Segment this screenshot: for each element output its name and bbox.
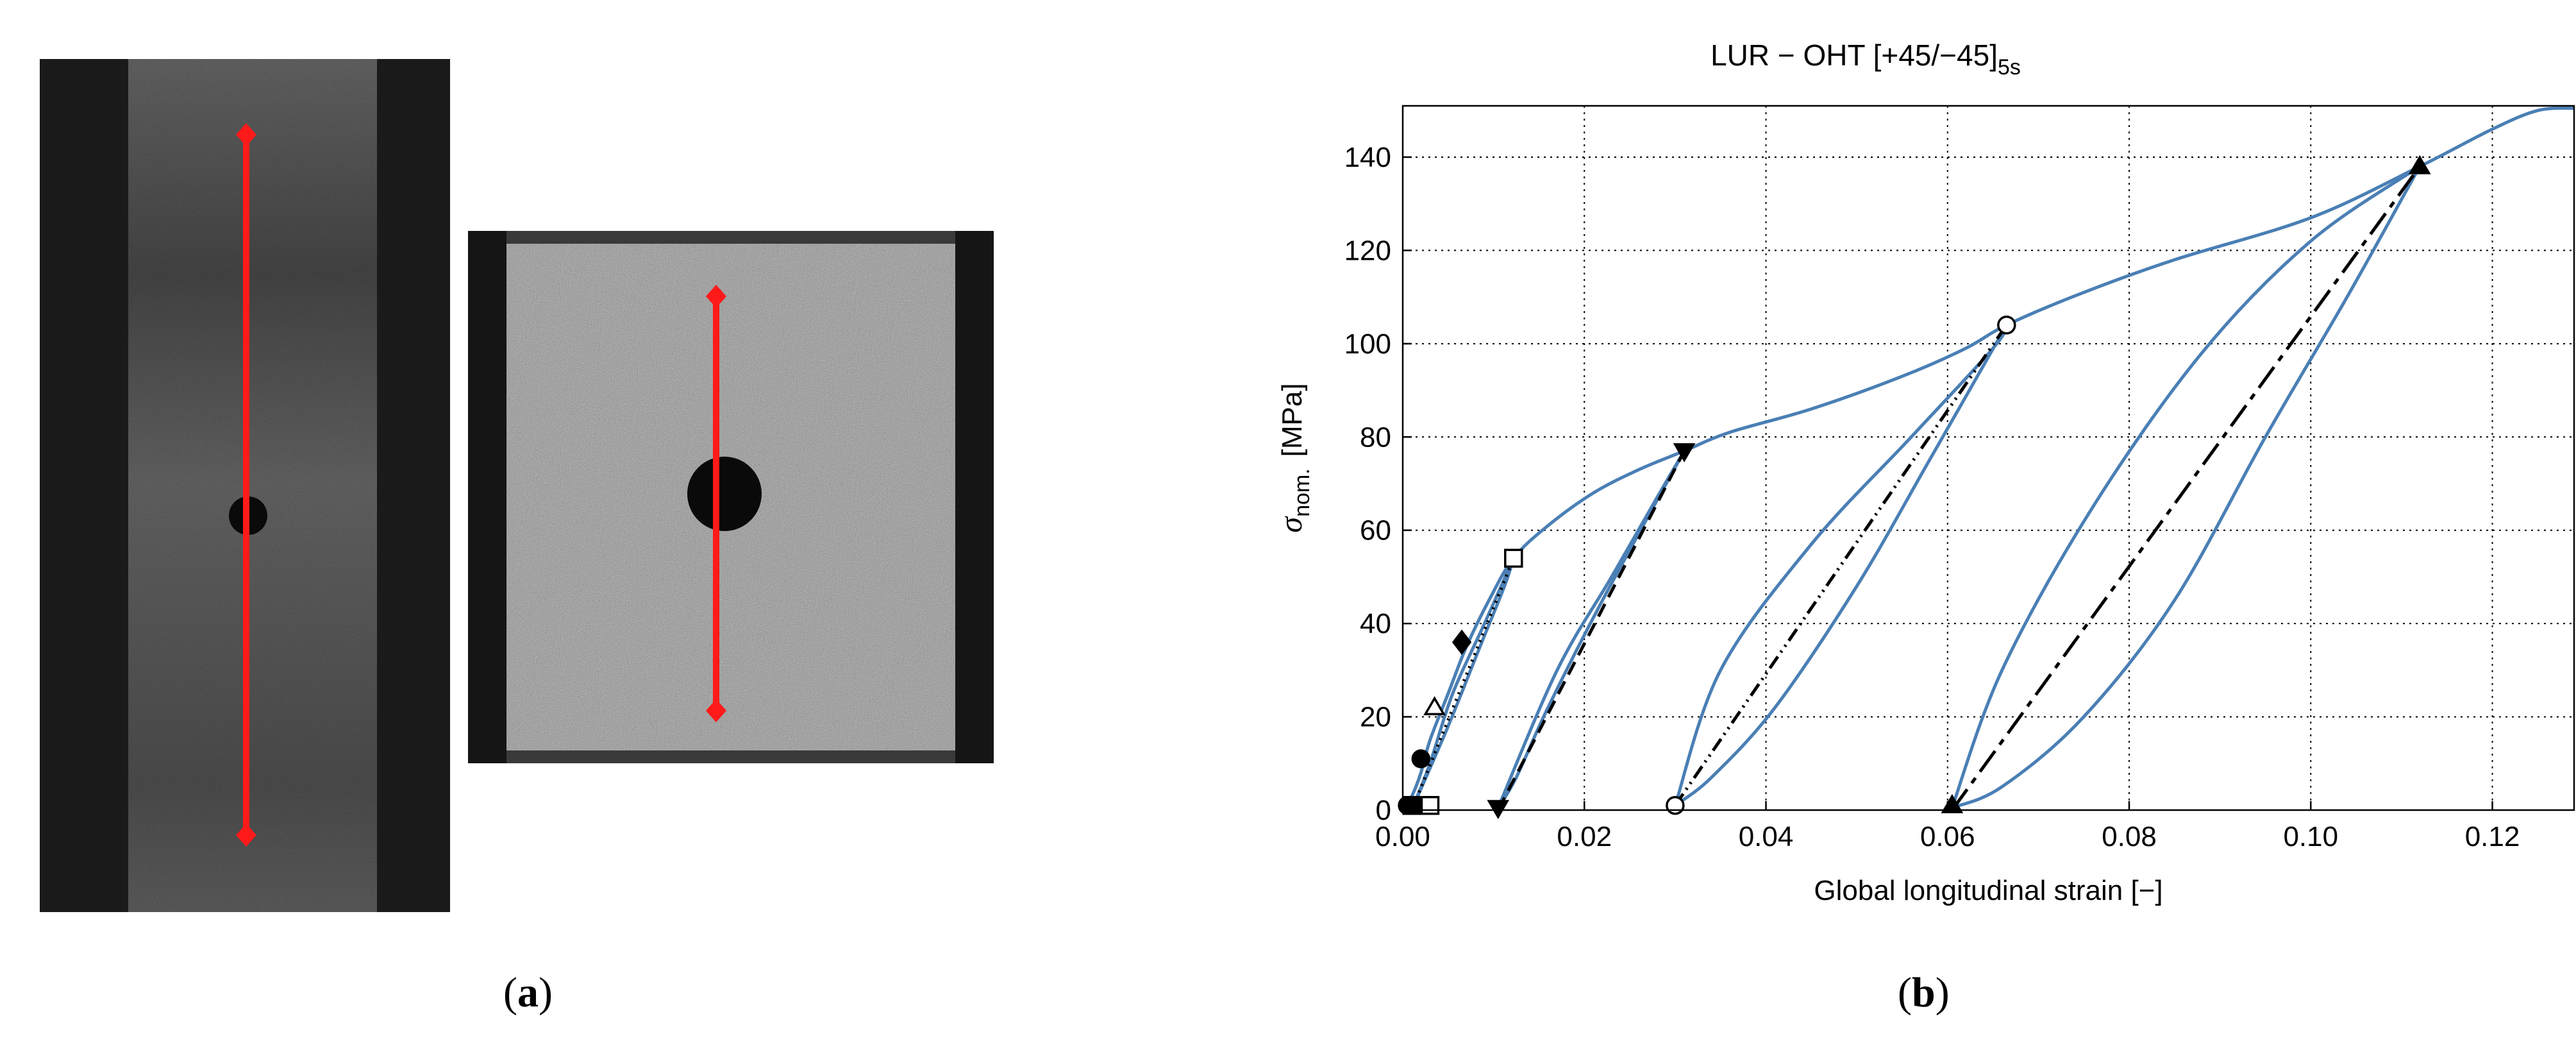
y-tick-label: 0: [1376, 795, 1391, 826]
unload-curve: [1674, 324, 2008, 807]
secant-line-dashdotdot: [1673, 324, 2008, 807]
x-tick-label: 0.04: [1739, 821, 1794, 852]
curves: [1403, 106, 2574, 810]
secant-lines: [1412, 165, 2421, 811]
marker-triangle-down-filled: [1487, 800, 1510, 820]
y-axis-ticks: 0 20 40 60 80 100 120 140: [1344, 142, 1412, 826]
y-tick-label: 80: [1360, 421, 1391, 453]
plot-frame: [1401, 105, 2575, 811]
marker-circle-filled: [1411, 749, 1431, 768]
marker-circle-open: [1666, 795, 1685, 815]
short-specimen-photo: [468, 231, 994, 763]
extensometer-marker-top: [236, 123, 256, 146]
marker-square-open: [1504, 548, 1523, 568]
y-axis-label: σnom.[MPa]: [1273, 383, 1314, 532]
y-tick-label: 140: [1344, 142, 1391, 173]
x-tick-label: 0.12: [2465, 821, 2520, 852]
marker-triangle-down-filled: [1673, 443, 1696, 462]
marker-circle-open: [1997, 316, 2016, 335]
extensometer-marker-bottom: [706, 699, 726, 722]
long-specimen-photo: [40, 59, 450, 912]
marker-triangle-up-filled: [2408, 155, 2431, 174]
secant-line-longdash: [1950, 165, 2421, 811]
marker-triangle-open: [1423, 696, 1446, 716]
y-tick-label: 100: [1344, 328, 1391, 360]
unload-curve: [1496, 450, 1686, 809]
y-tick-label: 120: [1344, 235, 1391, 266]
reload-curve: [1496, 450, 1686, 809]
x-tick-label: 0.06: [1920, 821, 1975, 852]
panel-b-label: (b): [1898, 969, 1950, 1016]
specimen-hole: [687, 457, 762, 531]
reload-curve: [1950, 165, 2421, 809]
x-tick-label: 0.00: [1375, 821, 1430, 852]
unload-curve: [1951, 165, 2421, 809]
chart-title: LUR − OHT [+45/−45]5s: [1710, 38, 2021, 80]
x-tick-label: 0.02: [1557, 821, 1612, 852]
secant-line-dashed: [1496, 450, 1686, 811]
marker-diamond-filled: [1451, 629, 1472, 655]
panel-a-label: (a): [503, 969, 553, 1016]
y-tick-label: 60: [1360, 515, 1391, 546]
marker-square-filled: [1402, 795, 1421, 815]
x-axis-label: Global longitudinal strain [−]: [1814, 875, 2162, 906]
x-tick-label: 0.10: [2283, 821, 2338, 852]
grid: [1403, 106, 2574, 810]
extensometer-marker-top: [706, 285, 726, 308]
y-tick-label: 40: [1360, 608, 1391, 639]
x-tick-label: 0.08: [2102, 821, 2157, 852]
y-tick-label: 20: [1360, 702, 1391, 733]
marker-square-open: [1420, 795, 1440, 815]
extensometer-marker-bottom: [236, 824, 256, 847]
stress-strain-chart: LUR − OHT [+45/−45]5s 0.00 0.02 0.04 0.06 0.…: [1273, 38, 2575, 906]
envelope-curve: [1403, 106, 2574, 810]
x-axis-ticks: 0.00 0.02 0.04 0.06 0.08 0.10 0.12: [1375, 801, 2520, 852]
